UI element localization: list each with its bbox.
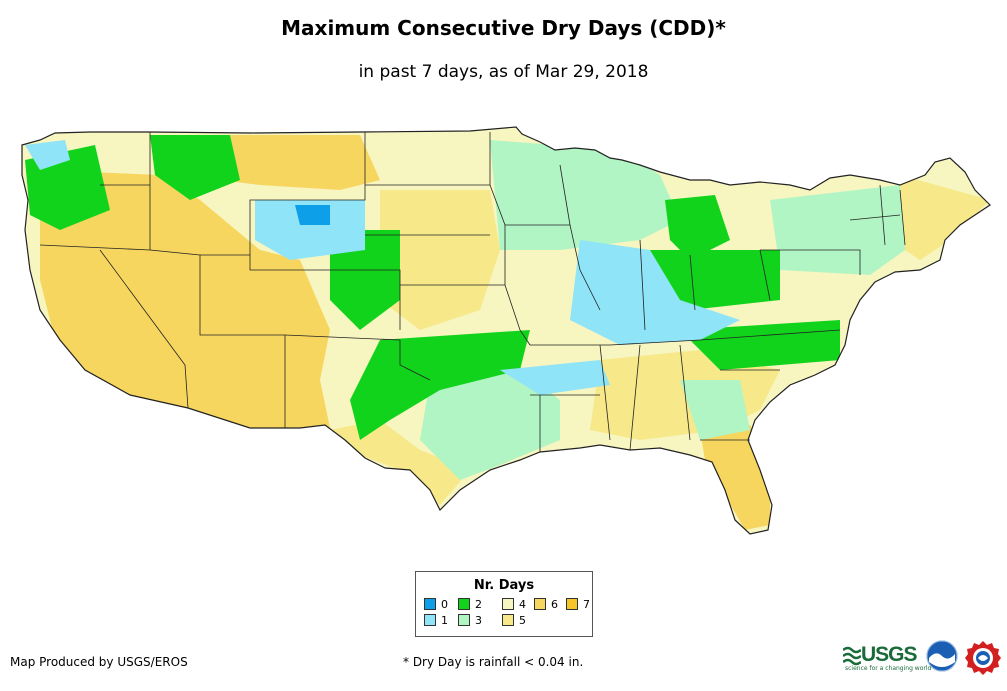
cdd-region (330, 230, 400, 330)
nws-logo-icon (965, 641, 1001, 675)
map-title: Maximum Consecutive Dry Days (CDD)* (281, 16, 726, 40)
cdd-region (25, 140, 70, 170)
legend-swatch (502, 614, 514, 626)
legend-item: 7 (566, 597, 590, 611)
usgs-logo-icon: USGS science for a changing world (843, 643, 931, 673)
cdd-region (295, 205, 330, 225)
legend-item: 1 (424, 613, 448, 627)
cdd-region (665, 195, 730, 260)
cdd-region (500, 360, 610, 395)
map-credit: Map Produced by USGS/EROS (10, 655, 188, 669)
legend-swatch (458, 614, 470, 626)
cdd-region (330, 420, 470, 505)
usgs-tagline: science for a changing world (845, 665, 932, 672)
usgs-wordmark: USGS (861, 643, 918, 666)
legend-item: 4 (502, 597, 526, 611)
legend-item: 5 (502, 613, 526, 627)
legend-item: 6 (534, 597, 558, 611)
us-map (21, 126, 991, 535)
cdd-region (890, 175, 990, 260)
legend-grid: 0 1 2 3 4 5 6 (424, 597, 592, 631)
legend-swatch (424, 598, 436, 610)
cdd-region (420, 370, 560, 480)
legend: Nr. Days 0 1 2 3 4 (415, 571, 593, 637)
legend-label: 3 (475, 613, 482, 627)
legend-label: 0 (441, 597, 448, 611)
legend-swatch (534, 598, 546, 610)
cdd-region (380, 190, 500, 330)
cdd-region (40, 170, 330, 430)
legend-item: 2 (458, 597, 482, 611)
legend-label: 7 (583, 597, 590, 611)
cdd-region (255, 200, 365, 260)
legend-swatch (424, 614, 436, 626)
legend-swatch (566, 598, 578, 610)
cdd-region (350, 330, 530, 440)
cdd-region (150, 135, 240, 200)
legend-label: 6 (551, 597, 558, 611)
legend-label: 2 (475, 597, 482, 611)
cdd-region (200, 135, 380, 190)
legend-title: Nr. Days (473, 578, 535, 593)
legend-label: 5 (519, 613, 526, 627)
cdd-region (490, 140, 680, 250)
usgs-wave-icon (843, 646, 861, 666)
legend-label: 1 (441, 613, 448, 627)
noaa-logo-icon (926, 640, 958, 672)
legend-swatch (502, 598, 514, 610)
cdd-region (770, 185, 905, 275)
cdd-region (680, 380, 750, 440)
cdd-region (570, 240, 740, 345)
legend-item: 0 (424, 597, 448, 611)
legend-label: 4 (519, 597, 526, 611)
map-subtitle: in past 7 days, as of Mar 29, 2018 (358, 62, 649, 82)
dry-day-note: * Dry Day is rainfall < 0.04 in. (403, 655, 584, 669)
legend-swatch (458, 598, 470, 610)
legend-item: 3 (458, 613, 482, 627)
state-borders (21, 126, 991, 535)
